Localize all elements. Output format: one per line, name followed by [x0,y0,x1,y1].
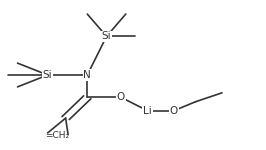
Text: Si: Si [102,31,111,41]
Text: Si: Si [43,70,52,80]
Text: =CH₂: =CH₂ [45,131,69,140]
Text: N: N [84,70,91,80]
Text: Li: Li [143,106,152,116]
Text: O: O [117,92,125,102]
Text: O: O [170,106,178,116]
